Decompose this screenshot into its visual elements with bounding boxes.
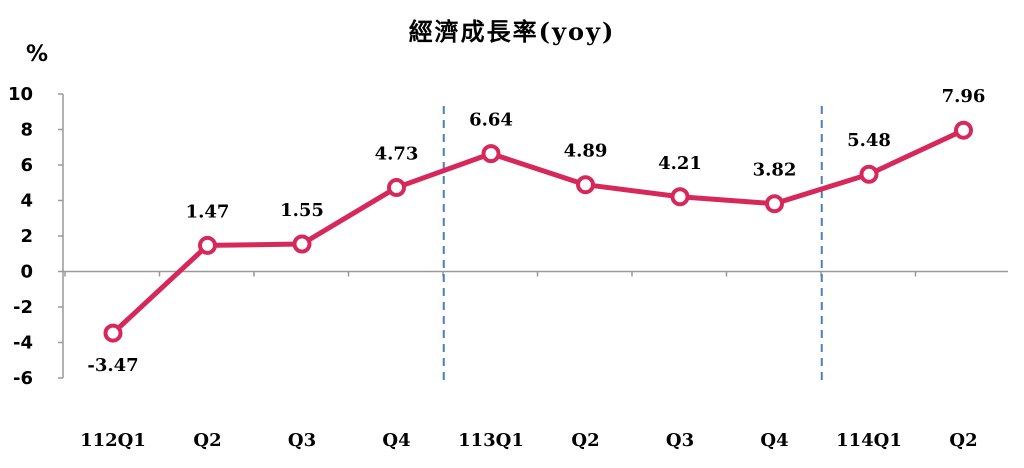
data-point-marker xyxy=(859,164,879,184)
data-point-marker xyxy=(103,323,123,343)
data-point-marker xyxy=(481,144,501,164)
y-tick-label: -2 xyxy=(13,297,33,318)
x-tick-label: Q2 xyxy=(571,430,599,451)
x-tick-label: Q4 xyxy=(760,430,788,451)
data-label: 1.47 xyxy=(186,201,230,222)
y-tick-label: 2 xyxy=(20,226,33,247)
data-point-marker xyxy=(387,178,406,198)
y-tick-label: -6 xyxy=(13,368,33,389)
y-tick-label: 6 xyxy=(20,155,33,176)
data-point-marker xyxy=(765,194,784,214)
x-tick-label: Q3 xyxy=(666,430,694,451)
y-tick-label: 4 xyxy=(20,191,33,212)
x-tick-label: Q2 xyxy=(949,430,977,451)
x-tick-label: 112Q1 xyxy=(80,430,146,451)
x-tick-label: 114Q1 xyxy=(836,430,902,451)
series-polyline xyxy=(110,127,966,336)
x-tick-label: 113Q1 xyxy=(458,430,524,451)
y-tick-label: -4 xyxy=(13,333,33,354)
series-line xyxy=(110,127,966,336)
x-tick-label: Q2 xyxy=(193,430,221,451)
y-tick-label: 10 xyxy=(8,84,33,105)
data-label: -3.47 xyxy=(87,355,138,376)
data-markers xyxy=(103,120,973,343)
chart-title: 經濟成長率(yoy) xyxy=(408,17,616,46)
data-point-marker xyxy=(954,120,973,140)
data-label: 4.73 xyxy=(375,144,419,165)
data-point-marker xyxy=(198,235,217,255)
data-label: 7.96 xyxy=(942,86,986,107)
data-labels: -3.47 1.47 1.55 4.73 6.64 4.89 4.21 3.82 5.48 7.9… xyxy=(87,86,985,376)
y-axis-unit-label: % xyxy=(26,42,49,67)
data-label: 3.82 xyxy=(753,160,797,181)
x-tick-label: Q3 xyxy=(288,430,316,451)
chart-axes: 10 8 6 4 2 0 -2 -4 -6 112Q1 Q2 Q3 Q4 113Q1 Q2 Q3 Q4 114Q1… xyxy=(8,84,1008,451)
data-label: 6.64 xyxy=(469,110,513,131)
data-point-marker xyxy=(292,234,312,254)
y-tick-label: 8 xyxy=(20,120,33,141)
data-label: 5.48 xyxy=(847,130,891,151)
data-label: 4.21 xyxy=(658,153,702,174)
data-point-marker xyxy=(670,187,690,207)
data-point-marker xyxy=(576,175,595,195)
x-tick-label: Q4 xyxy=(382,430,410,451)
data-label: 1.55 xyxy=(280,200,324,221)
data-label: 4.89 xyxy=(564,141,608,162)
y-tick-label: 0 xyxy=(20,262,33,283)
year-separators xyxy=(442,106,823,384)
